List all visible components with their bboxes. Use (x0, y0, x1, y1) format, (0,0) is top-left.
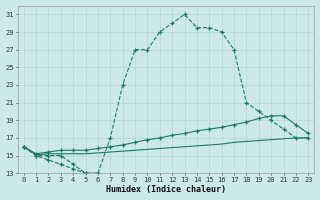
X-axis label: Humidex (Indice chaleur): Humidex (Indice chaleur) (106, 185, 226, 194)
